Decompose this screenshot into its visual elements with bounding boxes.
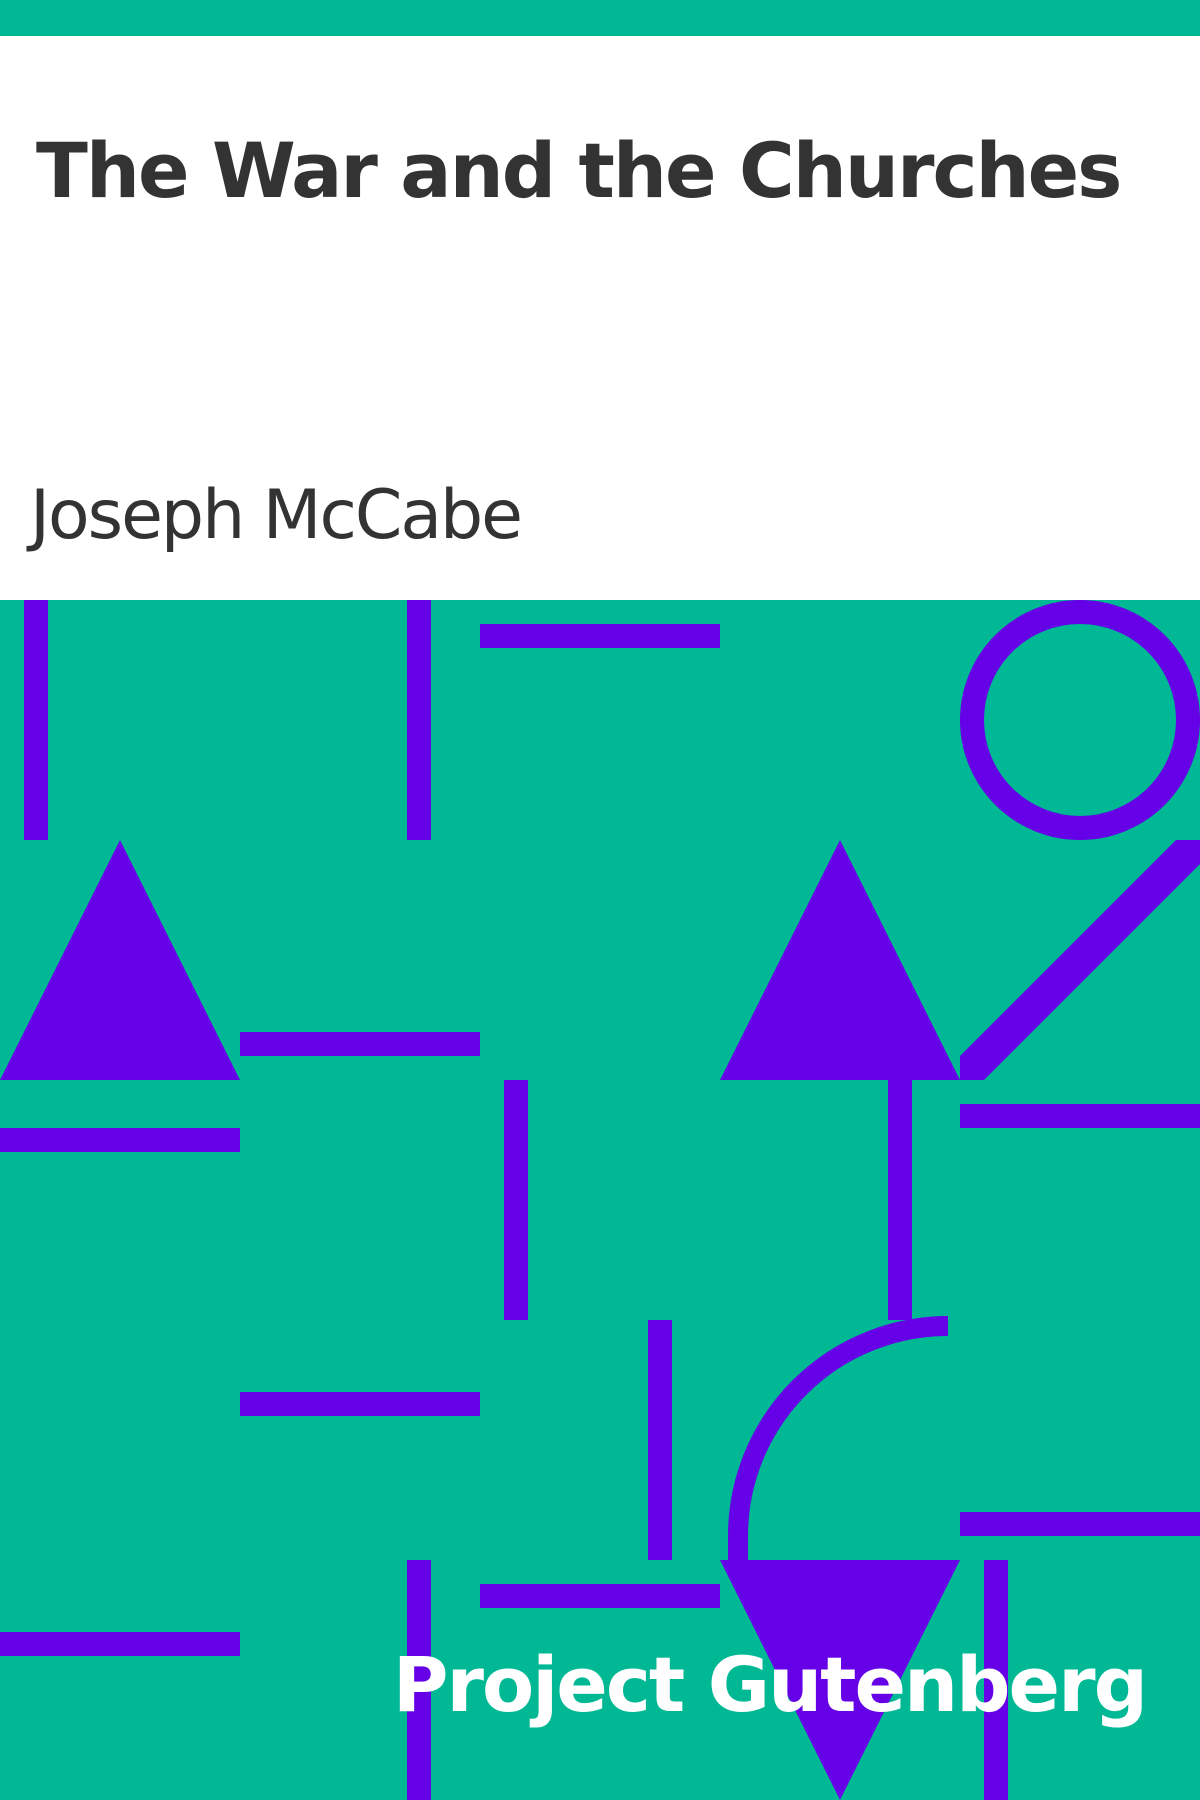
diagonal-bar — [960, 840, 1200, 1080]
circle-ring — [960, 600, 1200, 840]
art-background — [0, 600, 1200, 1800]
book-title: The War and the Churches — [36, 126, 1122, 215]
book-author: Joseph McCabe — [30, 476, 523, 555]
triangle-up — [720, 840, 960, 1080]
vertical-bar — [407, 600, 431, 840]
vertical-bar — [648, 1320, 672, 1560]
title-panel: The War and the Churches Joseph McCabe — [0, 36, 1200, 600]
vertical-bar — [984, 1560, 1008, 1800]
geometric-artwork — [0, 600, 1200, 1800]
publisher-name: Project Gutenberg — [392, 1640, 1148, 1729]
vertical-bar — [888, 1080, 912, 1320]
vertical-bar — [504, 1080, 528, 1320]
horizontal-bar — [480, 624, 720, 648]
triangle-down — [720, 1560, 960, 1800]
quarter-arc — [728, 1316, 949, 1560]
horizontal-bar — [240, 1032, 480, 1056]
triangle-up — [0, 840, 240, 1080]
top-color-band — [0, 0, 1200, 36]
horizontal-bar — [0, 1128, 240, 1152]
horizontal-bar — [240, 1392, 480, 1416]
vertical-bar — [24, 600, 48, 840]
horizontal-bar — [480, 1584, 720, 1608]
horizontal-bar — [0, 1632, 240, 1656]
horizontal-bar — [960, 1512, 1200, 1536]
horizontal-bar — [960, 1104, 1200, 1128]
vertical-bar — [407, 1560, 431, 1800]
